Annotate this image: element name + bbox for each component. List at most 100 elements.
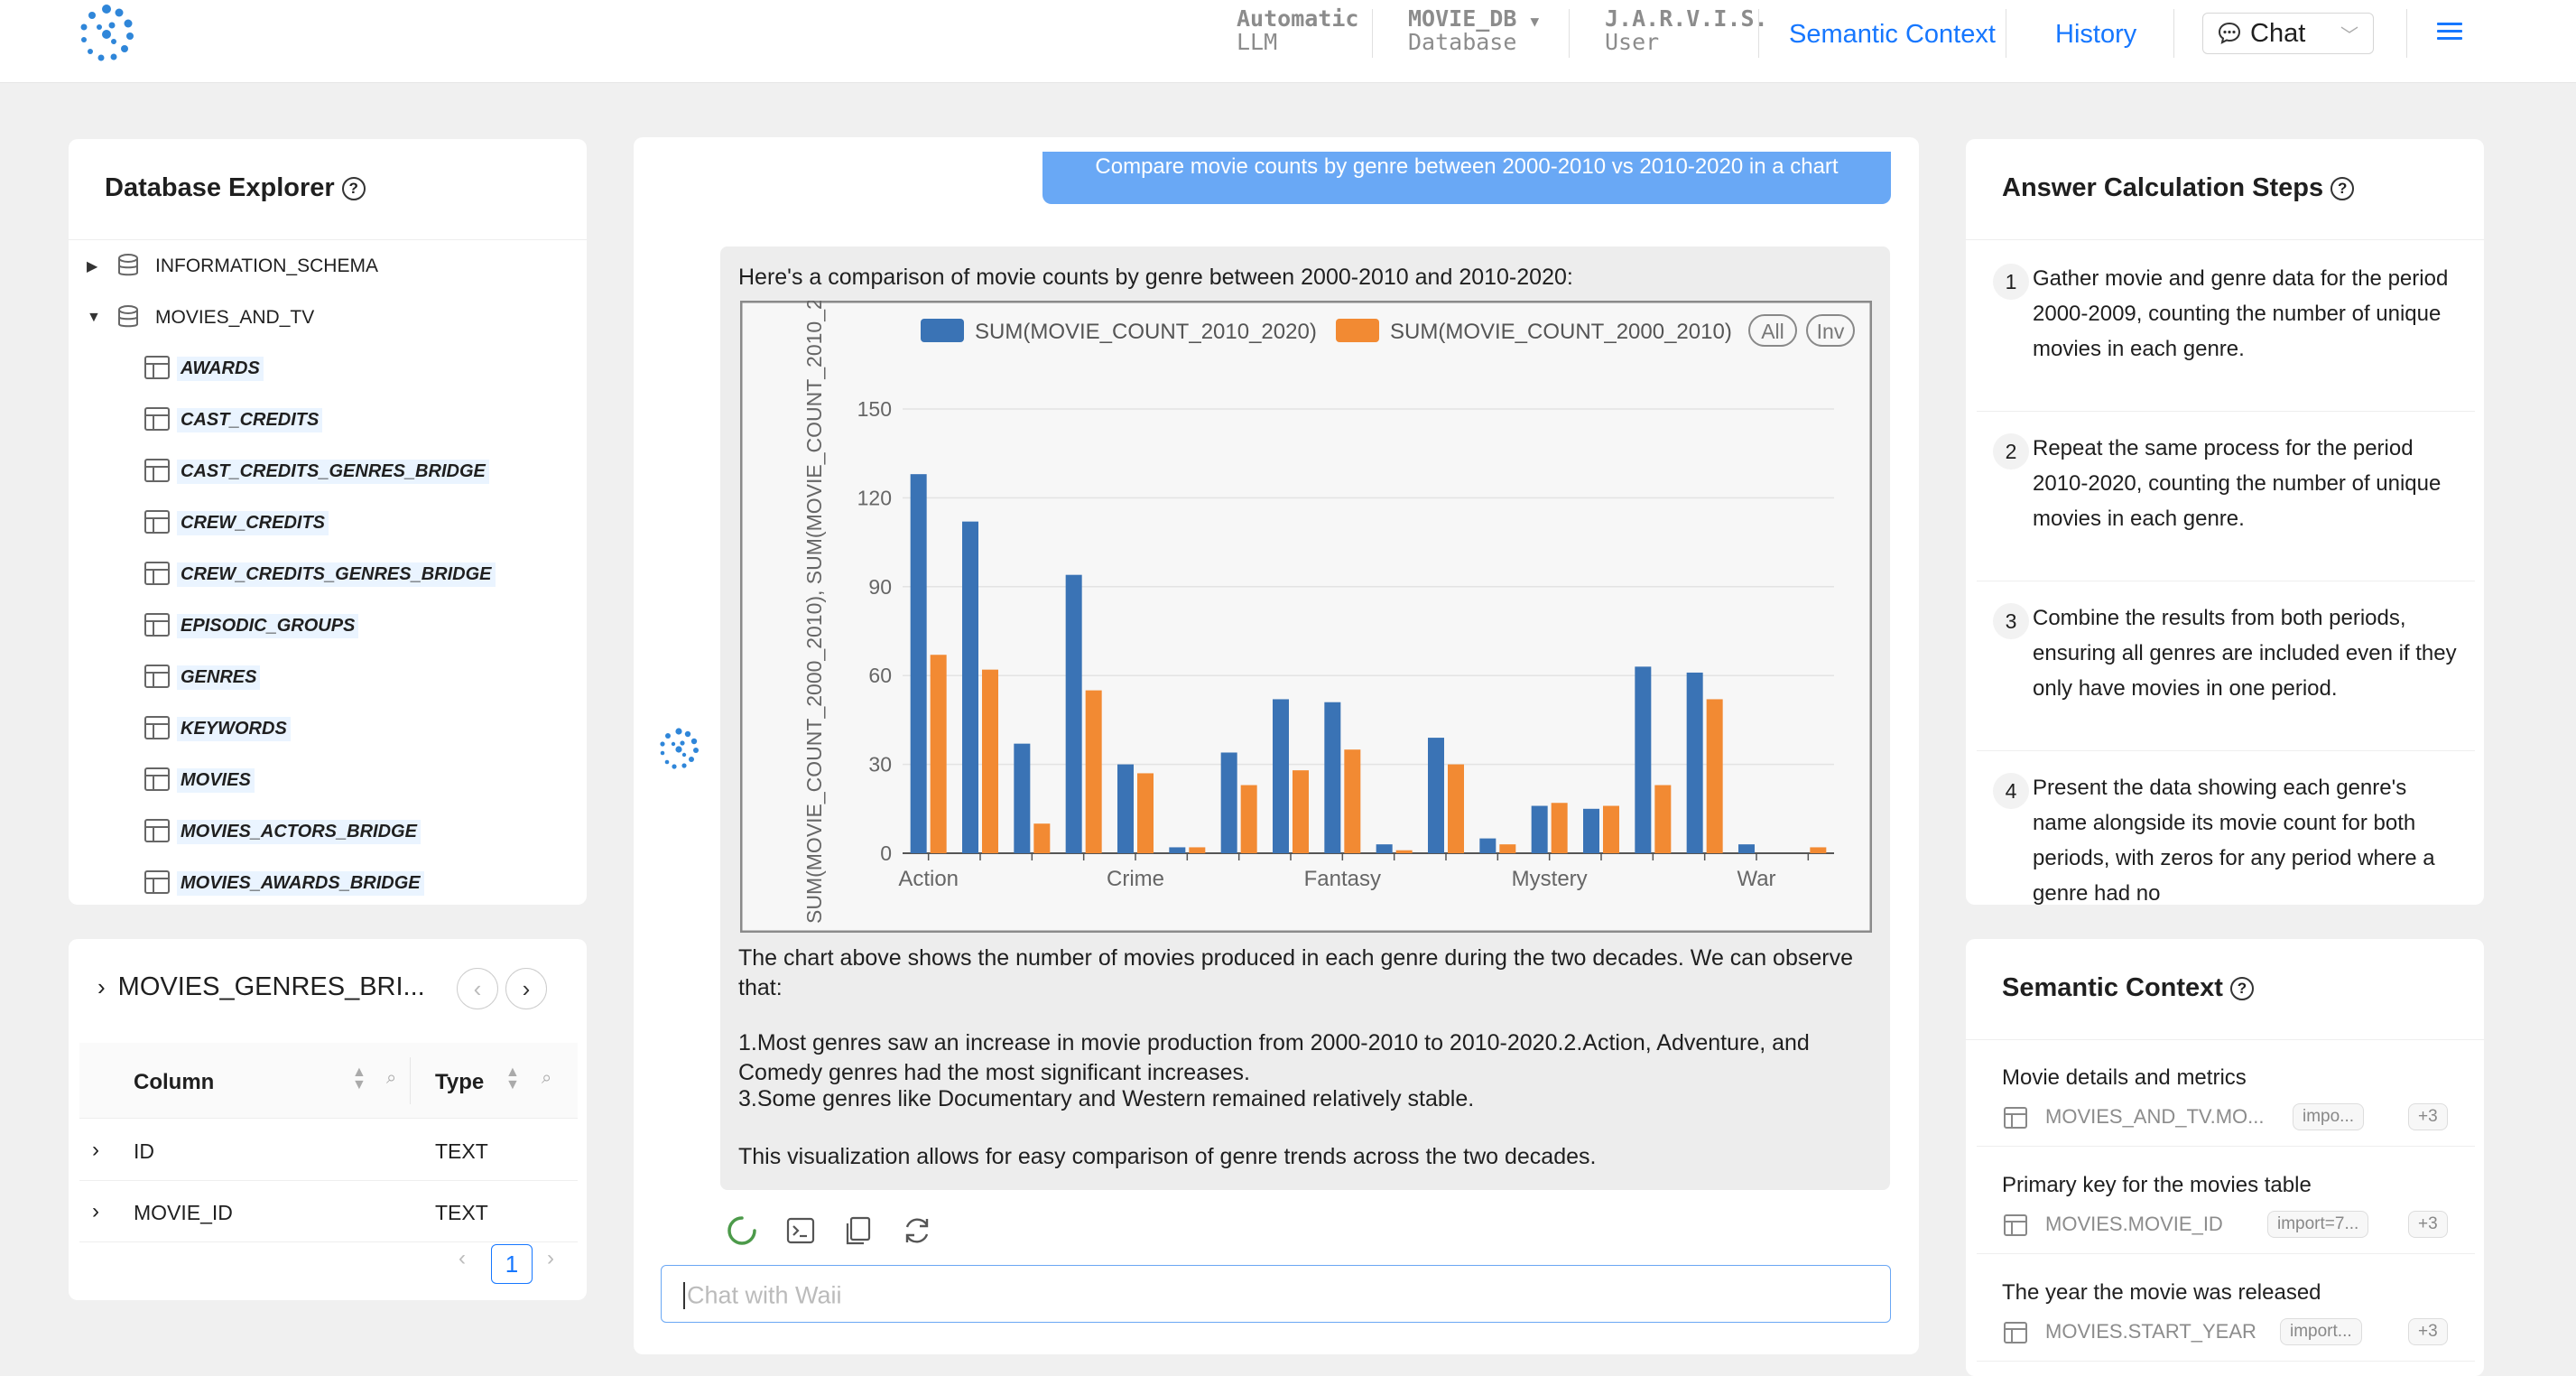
table-row[interactable]: › ID TEXT <box>79 1120 578 1181</box>
bar[interactable] <box>1448 764 1464 853</box>
table-node[interactable]: MOVIES <box>69 755 587 806</box>
bar[interactable] <box>1706 699 1723 853</box>
table-node[interactable]: CREW_CREDITS <box>69 497 587 549</box>
table-node[interactable]: CREW_CREDITS_GENRES_BRIDGE <box>69 549 587 600</box>
bar[interactable] <box>1428 738 1444 853</box>
bar[interactable] <box>982 669 998 853</box>
next-table-button[interactable]: › <box>505 968 547 1009</box>
bar[interactable] <box>1479 838 1496 853</box>
table-row[interactable]: › MOVIE_ID TEXT <box>79 1181 578 1242</box>
help-icon[interactable]: ? <box>2330 176 2355 200</box>
type-header[interactable]: Type <box>435 1070 485 1094</box>
importance-tag[interactable]: import... <box>2280 1318 2362 1345</box>
bar[interactable] <box>1240 785 1257 853</box>
bar[interactable] <box>1395 850 1413 853</box>
semantic-item[interactable]: The year the movie was released MOVIES.S… <box>1977 1255 2475 1362</box>
bar[interactable] <box>1137 773 1154 853</box>
page-number-button[interactable]: 1 <box>491 1244 533 1284</box>
bar[interactable] <box>1324 702 1341 853</box>
search-icon[interactable]: ⌕ <box>542 1068 552 1088</box>
table-node[interactable]: MOVIES_AWARDS_BRIDGE <box>69 858 587 905</box>
prev-table-button[interactable]: ‹ <box>457 968 498 1009</box>
legend-invert-button[interactable] <box>1806 314 1855 347</box>
bar[interactable] <box>1654 785 1672 853</box>
legend-label[interactable]: SUM(MOVIE_COUNT_2000_2010) <box>1390 320 1732 344</box>
bar[interactable] <box>1551 803 1568 853</box>
history-link[interactable]: History <box>2055 20 2137 49</box>
user-selector[interactable]: J.A.R.V.I.S. User <box>1605 6 1768 55</box>
search-icon[interactable]: ⌕ <box>386 1068 397 1088</box>
bar[interactable] <box>930 655 947 853</box>
copy-icon[interactable] <box>843 1215 874 1246</box>
table-node[interactable]: EPISODIC_GROUPS <box>69 600 587 652</box>
semantic-context-link[interactable]: Semantic Context <box>1789 20 1996 49</box>
bar[interactable] <box>1169 847 1186 853</box>
bar[interactable] <box>1189 847 1206 853</box>
legend-swatch[interactable] <box>921 319 964 342</box>
bar[interactable] <box>1603 805 1619 853</box>
hamburger-icon[interactable] <box>2437 18 2462 43</box>
column-name: MOVIE_ID <box>134 1201 233 1224</box>
chat-mode-select[interactable]: Chat ﹀ <box>2202 13 2374 54</box>
chevron-right-icon[interactable]: › <box>92 1138 99 1162</box>
bar[interactable] <box>1065 574 1082 853</box>
table-node[interactable]: GENRES <box>69 652 587 703</box>
bar[interactable] <box>1531 805 1548 853</box>
divider <box>410 1057 411 1104</box>
bar[interactable] <box>1117 764 1134 853</box>
refresh-icon[interactable] <box>901 1214 933 1247</box>
table-node[interactable]: AWARDS <box>69 343 587 395</box>
prev-page-button[interactable]: ‹ <box>459 1246 466 1270</box>
schema-node[interactable]: ▼ MOVIES_AND_TV <box>69 292 587 343</box>
schema-node[interactable]: ▶ INFORMATION_SCHEMA <box>69 240 587 292</box>
llm-selector[interactable]: Automatic LLM <box>1237 6 1358 55</box>
terminal-icon[interactable] <box>785 1215 816 1246</box>
chevron-right-icon[interactable]: › <box>92 1199 99 1223</box>
sort-icon[interactable]: ▲ ▼ <box>352 1065 366 1093</box>
bar[interactable] <box>1293 770 1309 853</box>
semantic-item[interactable]: Movie details and metrics MOVIES_AND_TV.… <box>1977 1040 2475 1147</box>
bar[interactable] <box>1220 752 1237 853</box>
sort-icon[interactable]: ▲ ▼ <box>505 1065 520 1093</box>
more-tags-badge[interactable]: +3 <box>2408 1318 2448 1345</box>
bar[interactable] <box>910 474 927 853</box>
bar[interactable] <box>962 521 978 853</box>
semantic-item[interactable]: Primary key for the movies table MOVIES.… <box>1977 1148 2475 1254</box>
legend-swatch[interactable] <box>1336 319 1379 342</box>
table-node[interactable]: CAST_CREDITS_GENRES_BRIDGE <box>69 446 587 497</box>
bar[interactable] <box>1686 672 1703 853</box>
legend-all-button[interactable] <box>1748 314 1797 347</box>
importance-tag[interactable]: impo... <box>2293 1103 2365 1130</box>
more-tags-badge[interactable]: +3 <box>2408 1211 2448 1238</box>
table-node[interactable]: KEYWORDS <box>69 703 587 755</box>
table-node[interactable]: CAST_CREDITS <box>69 395 587 446</box>
bar[interactable] <box>1014 743 1031 853</box>
more-tags-badge[interactable]: +3 <box>2408 1103 2448 1130</box>
chat-input[interactable]: Chat with Waii <box>661 1265 1891 1323</box>
bar[interactable] <box>1344 749 1361 853</box>
table-node[interactable]: MOVIES_ACTORS_BRIDGE <box>69 806 587 858</box>
dots-logo-icon[interactable] <box>74 2 139 67</box>
bar[interactable] <box>1376 844 1393 853</box>
bar[interactable] <box>1810 847 1827 853</box>
bar[interactable] <box>1738 844 1755 853</box>
next-page-button[interactable]: › <box>547 1246 554 1270</box>
bar[interactable] <box>1085 690 1102 853</box>
bar[interactable] <box>1499 844 1516 853</box>
table-icon <box>144 870 170 894</box>
bar[interactable] <box>1033 823 1051 853</box>
importance-tag[interactable]: import=7... <box>2267 1211 2369 1238</box>
caret-right-icon[interactable]: ▶ <box>87 258 98 274</box>
bar[interactable] <box>1635 666 1652 853</box>
nav-divider <box>2406 9 2407 58</box>
help-icon[interactable]: ? <box>2229 976 2254 1000</box>
column-header[interactable]: Column <box>134 1070 215 1094</box>
columns-panel-header[interactable]: › MOVIES_GENRES_BRI... <box>97 972 425 1002</box>
bar[interactable] <box>1273 699 1289 853</box>
legend-label[interactable]: SUM(MOVIE_COUNT_2010_2020) <box>975 320 1317 344</box>
bar[interactable] <box>1583 808 1599 853</box>
help-icon[interactable]: ? <box>341 176 366 200</box>
database-selector[interactable]: MOVIE_DB ▼ Database <box>1408 6 1539 55</box>
caret-down-icon[interactable]: ▼ <box>87 309 101 325</box>
chevron-right-icon[interactable]: › <box>97 973 106 1000</box>
